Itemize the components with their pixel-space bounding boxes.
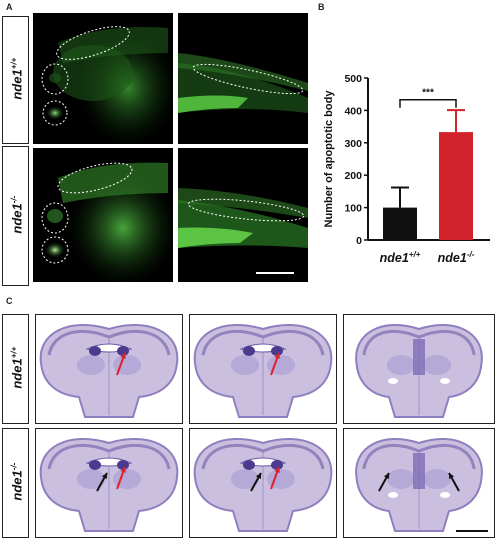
y-tick-label-5: 500	[344, 73, 362, 85]
y-axis-label: Number of apoptotic body	[323, 90, 335, 228]
histology-c-ko-2	[189, 428, 337, 538]
row-label-c-wt: nde1+/+	[9, 346, 25, 389]
x-tick-label-0: nde1+/+	[380, 250, 421, 265]
significance-bracket	[399, 98, 457, 108]
row-label-box-a-ko: nde1-/-	[2, 146, 29, 286]
significance-label: ***	[422, 88, 434, 99]
y-tick-label-4: 400	[344, 105, 362, 117]
row-label-box-a-wt: nde1+/+	[2, 16, 29, 144]
panel-label-b: B	[318, 2, 325, 12]
panel-label-a: A	[6, 2, 13, 12]
row-label-c-ko: nde1-/-	[9, 462, 25, 501]
y-tick-label-1: 100	[344, 203, 362, 215]
micrograph-a-ko-head	[33, 148, 173, 282]
micrograph-a-ko-tail	[178, 148, 308, 282]
row-label-a-ko: nde1-/-	[9, 195, 25, 234]
histology-c-wt-2	[189, 314, 337, 424]
y-tick-label-0: 0	[356, 235, 362, 247]
bar-0	[383, 207, 417, 240]
micrograph-a-wt-head	[33, 13, 173, 144]
panel-label-c: C	[6, 296, 13, 306]
histology-c-wt-1	[35, 314, 183, 424]
bar-chart-apoptotic-body: Number of apoptotic body 0 100 200 300 400 500…	[323, 73, 490, 265]
histology-c-wt-3	[343, 314, 495, 424]
y-tick-label-3: 300	[344, 138, 362, 150]
row-label-box-c-wt: nde1+/+	[2, 314, 29, 424]
histology-c-ko-1	[35, 428, 183, 538]
micrograph-a-wt-tail	[178, 13, 308, 144]
histology-c-ko-3	[343, 428, 495, 538]
row-label-a-wt: nde1+/+	[9, 57, 25, 100]
y-tick-label-2: 200	[344, 170, 362, 182]
x-tick-label-1: nde1-/-	[438, 250, 475, 265]
row-label-box-c-ko: nde1-/-	[2, 428, 29, 538]
bar-1	[439, 132, 473, 240]
